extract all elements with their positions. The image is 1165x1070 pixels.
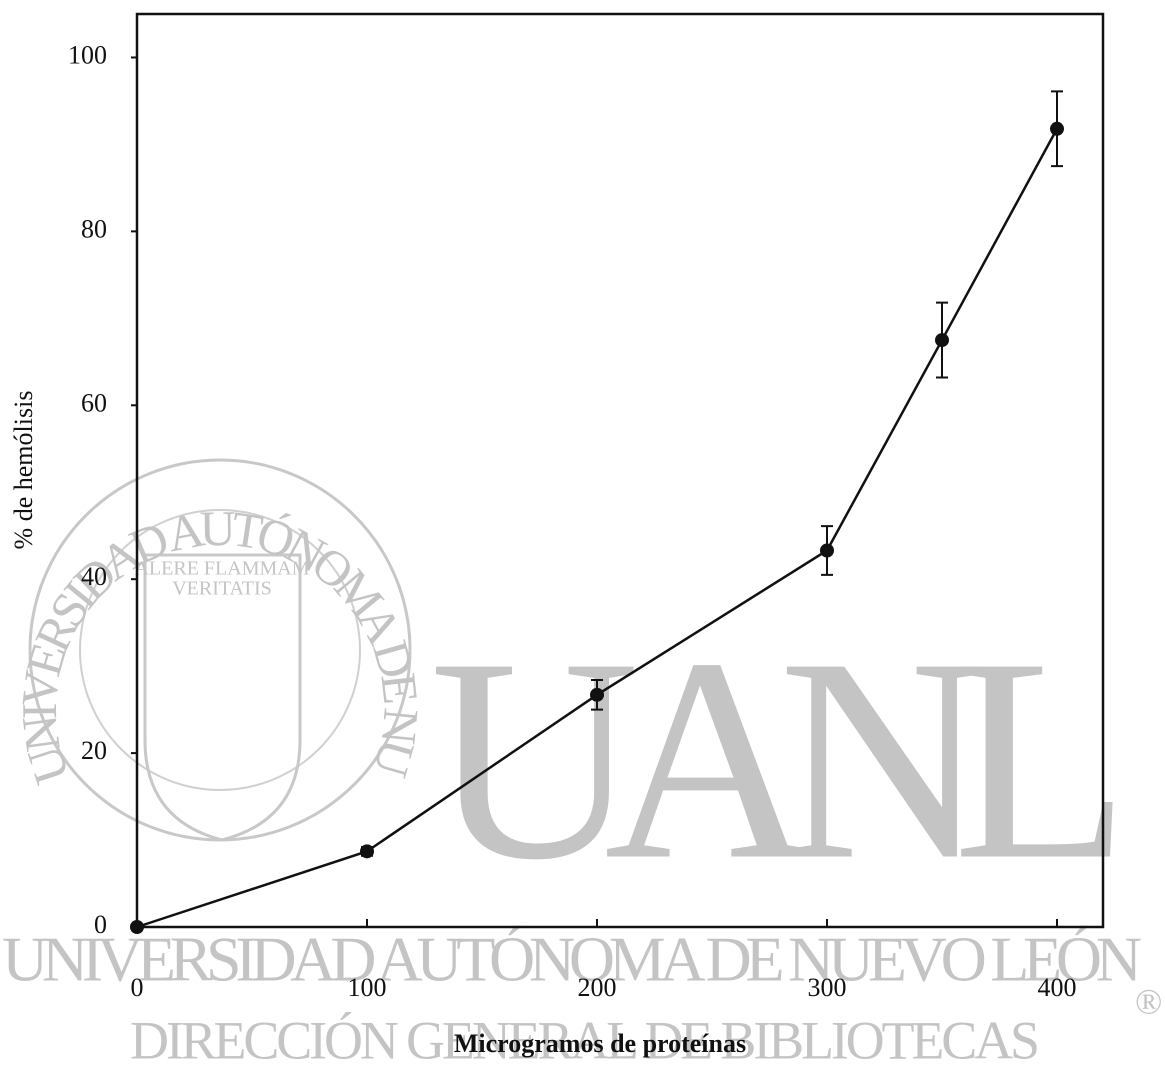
y-tick-label: 0 [94,910,107,939]
data-point [820,543,834,558]
data-point [590,687,604,702]
data-point [130,920,144,934]
seal-motto: ALERE FLAMMAM [134,558,309,580]
watermark-line: DIRECCIÓN GENERAL DE BIBLIOTECAS [130,1010,1040,1070]
seal-ring-text: UNIVERSIDAD AUTÓNOMA DE NUEVO LEÓN [0,0,429,791]
x-tick-label: 100 [348,973,387,1002]
watermark-line: UNIVERSIDAD AUTÓNOMA DE NUEVO LEÓN [2,924,1142,995]
x-tick-label: 200 [578,973,617,1002]
x-axis-label: Microgramos de proteínas [454,1029,746,1058]
data-line [136,128,1059,929]
y-tick-label: 100 [68,40,107,69]
plot-frame [135,12,1105,929]
seal-motto: VERITATIS [172,578,272,600]
y-axis-label: % de hemólisis [9,391,38,550]
data-point [360,844,374,859]
y-tick-label: 60 [81,388,107,417]
data-point [1050,121,1064,136]
x-tick-label: 300 [808,973,847,1002]
seal-circle [79,509,361,791]
data-point [935,333,949,348]
y-tick-label: 20 [81,736,107,765]
y-tick-label: 80 [81,214,107,243]
x-tick-label: 0 [131,973,144,1002]
seal-shield [143,553,302,842]
y-tick-label: 40 [81,562,107,591]
x-tick-label: 400 [1038,973,1077,1002]
registered-mark: ® [1135,981,1162,1021]
watermark-logo: UANL [430,599,1130,920]
